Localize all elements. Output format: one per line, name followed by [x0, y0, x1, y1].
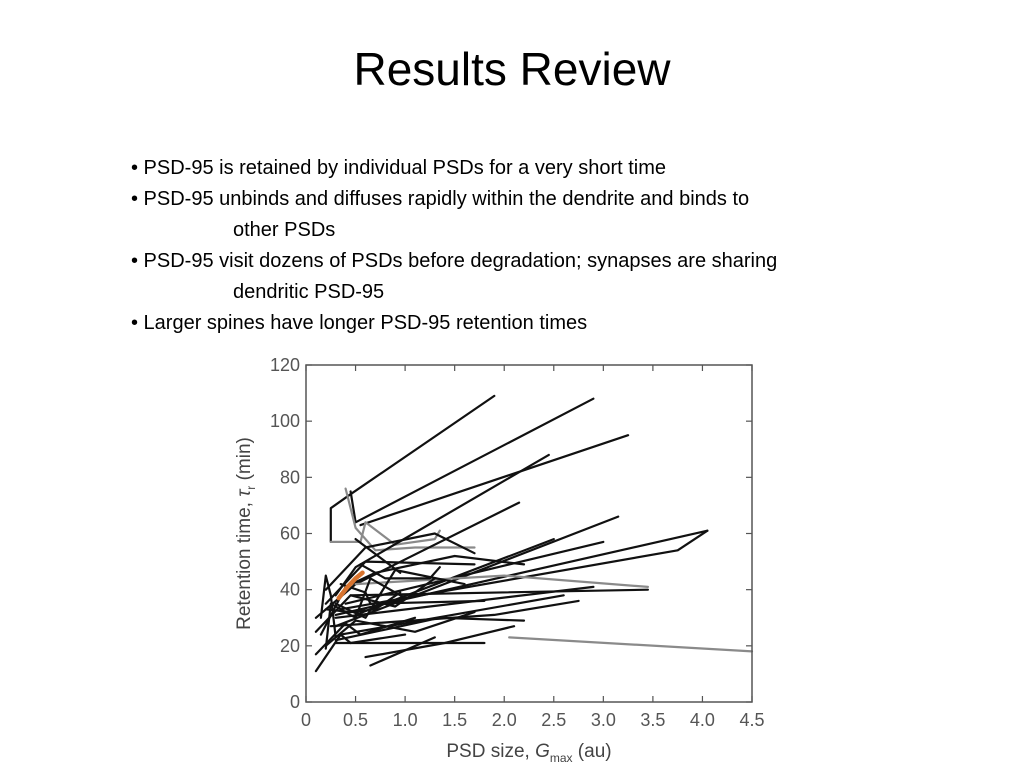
y-tick-label: 0	[290, 692, 300, 712]
y-tick-label: 120	[270, 355, 300, 375]
y-tick-label: 100	[270, 411, 300, 431]
bullet-item: • PSD-95 is retained by individual PSDs …	[131, 153, 911, 184]
x-tick-label: 4.5	[739, 710, 764, 730]
spine-trace-34	[319, 574, 337, 639]
spine-trace-10	[334, 529, 709, 616]
x-tick-label: 0.5	[343, 710, 368, 730]
spine-trace-1	[349, 397, 595, 524]
spine-trace-31	[339, 583, 486, 605]
y-tick-label: 60	[280, 524, 300, 544]
spine-trace-20	[334, 616, 526, 642]
y-axis-label: Retention time, τr (min)	[234, 437, 258, 630]
spine-trace-0	[329, 394, 496, 543]
x-tick-label: 3.5	[640, 710, 665, 730]
spine-trace-4	[344, 487, 476, 552]
x-ticks: 0 0.5 1.0 1.5 2.0 2.5 3.0 3.5 4.0 4.5	[301, 365, 765, 730]
x-axis-label: PSD size, Gmax (au)	[446, 741, 611, 765]
x-tick-label: 1.0	[393, 710, 418, 730]
x-tick-label: 2.5	[541, 710, 566, 730]
spine-trace-32	[324, 591, 402, 614]
bullet-continuation: dendritic PSD-95	[233, 281, 385, 303]
bullet-text: • PSD-95 visit dozens of PSDs before deg…	[131, 250, 778, 272]
spine-trace-24	[369, 636, 436, 667]
spine-trace-26	[314, 633, 407, 673]
spine-trace-3	[329, 521, 441, 546]
spine-trace-11	[339, 529, 709, 611]
retention-chart: 0 0.5 1.0 1.5 2.0 2.5 3.0 3.5 4.0 4.5 0 20 40 60 80 10…	[222, 348, 782, 768]
y-tick-label: 40	[280, 580, 300, 600]
spine-trace-30	[359, 563, 441, 580]
bullet-item: • PSD-95 unbinds and diffuses rapidly wi…	[131, 184, 911, 246]
x-tick-label: 0	[301, 710, 311, 730]
x-tick-label: 3.0	[591, 710, 616, 730]
spine-trace-23	[364, 625, 516, 659]
bullet-continuation: other PSDs	[233, 219, 336, 241]
bullet-text: • PSD-95 unbinds and diffuses rapidly wi…	[131, 188, 750, 210]
spine-trace-6	[324, 532, 476, 591]
spine-trace-9	[324, 560, 476, 605]
spine-trace-25	[314, 616, 417, 656]
bullet-text: • Larger spines have longer PSD-95 reten…	[131, 312, 588, 334]
spine-trace-35	[508, 636, 754, 653]
bullet-item: • Larger spines have longer PSD-95 reten…	[131, 308, 911, 339]
bullet-list: • PSD-95 is retained by individual PSDs …	[131, 153, 911, 339]
bullet-text: • PSD-95 is retained by individual PSDs …	[131, 157, 666, 179]
chart-svg: 0 0.5 1.0 1.5 2.0 2.5 3.0 3.5 4.0 4.5 0 20 40 60 80 10…	[234, 355, 765, 765]
spine-trace-19	[329, 599, 580, 628]
plot-frame	[305, 364, 753, 703]
slide-title: Results Review	[353, 43, 671, 95]
x-tick-label: 2.0	[492, 710, 517, 730]
bullet-item: • PSD-95 visit dozens of PSDs before deg…	[131, 246, 911, 308]
x-tick-label: 1.5	[442, 710, 467, 730]
spine-trace-29	[324, 577, 407, 650]
y-ticks: 0 20 40 60 80 100 120	[270, 355, 752, 712]
spine-trace-13	[334, 515, 620, 628]
y-tick-label: 20	[280, 636, 300, 656]
spine-trace-18	[339, 594, 565, 636]
spine-trace-16	[354, 574, 649, 588]
x-tick-label: 4.0	[690, 710, 715, 730]
spine-trace-2	[359, 434, 630, 527]
highlight-trace	[336, 570, 365, 601]
spine-trace-33	[354, 538, 402, 574]
y-tick-label: 80	[280, 467, 300, 487]
plot-lines	[314, 394, 754, 673]
